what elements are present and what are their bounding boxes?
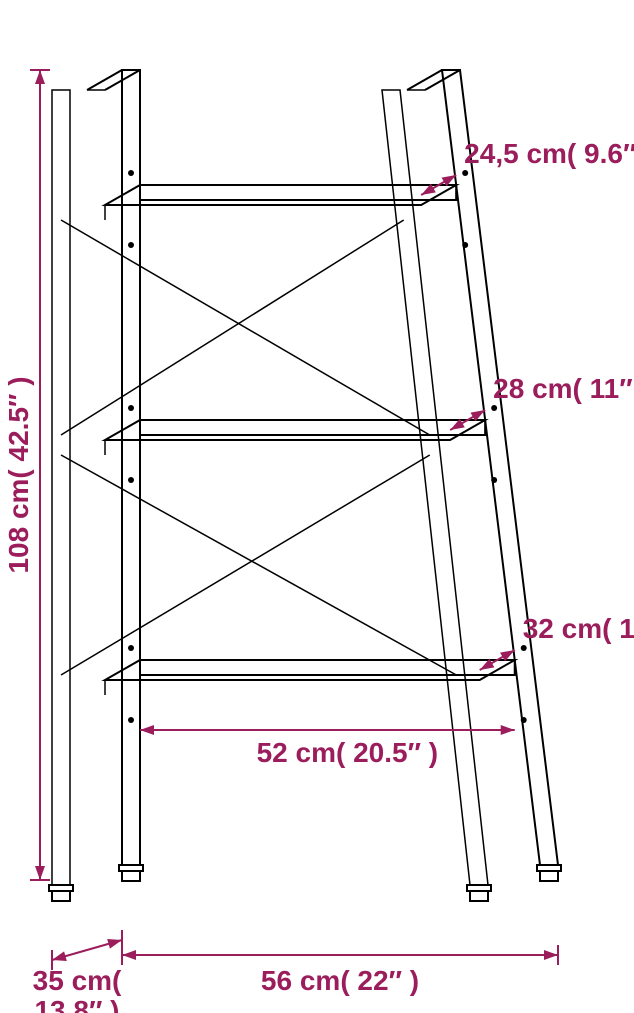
dim-height: 108 cm( 42.5″ ): [3, 376, 34, 573]
svg-text:35 cm(: 35 cm(: [33, 965, 122, 996]
dim-shelf-width: 52 cm( 20.5″ ): [257, 737, 439, 768]
dim-width: 56 cm( 22″ ): [261, 965, 419, 996]
dim-depth: 35 cm(13.8″ ): [33, 965, 122, 1013]
dim-shelf_mid_depth: 28 cm( 11″ ): [493, 373, 634, 404]
svg-text:13.8″ ): 13.8″ ): [34, 995, 119, 1013]
dim-shelf_top_depth: 24,5 cm( 9.6″ ): [464, 138, 634, 169]
shelf-diagram: 108 cm( 42.5″ ) 56 cm( 22″ ) 35 cm(13.8″ )…: [0, 0, 634, 1013]
dim-shelf_bot_depth: 32 cm( 12.6″ ): [523, 613, 634, 644]
